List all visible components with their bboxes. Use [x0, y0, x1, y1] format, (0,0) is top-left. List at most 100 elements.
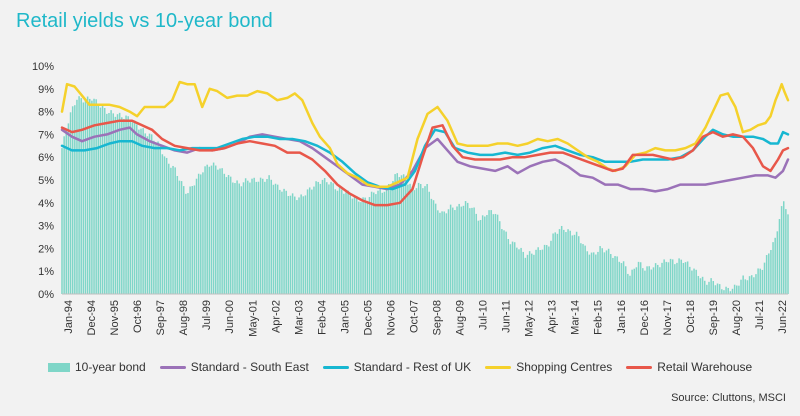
- bond-bar: [97, 105, 100, 294]
- bond-bar: [253, 177, 255, 294]
- bond-bar: [780, 206, 783, 294]
- bond-bar: [232, 182, 234, 294]
- bond-bar: [153, 140, 155, 294]
- bond-bar: [503, 230, 505, 294]
- legend-item: 10-year bond: [48, 360, 146, 374]
- bond-bar: [206, 164, 208, 294]
- bond-bar: [210, 165, 213, 294]
- bond-bar: [91, 100, 93, 295]
- bond-bar: [496, 214, 499, 294]
- bond-bar: [200, 174, 202, 294]
- bond-bar: [308, 187, 311, 294]
- bond-bar: [383, 191, 386, 294]
- bond-bar: [727, 287, 729, 294]
- bond-bar: [135, 124, 138, 294]
- bond-bar: [774, 237, 776, 294]
- bond-bar: [633, 268, 636, 294]
- x-tick-label: Aug-20: [731, 300, 743, 335]
- bond-bar: [366, 200, 369, 294]
- bond-bar: [554, 232, 557, 294]
- bond-bar: [650, 269, 653, 294]
- bond-bar: [407, 184, 409, 294]
- bond-bar: [454, 210, 456, 294]
- x-tick-label: Apr-13: [547, 300, 559, 333]
- bond-bar: [65, 130, 68, 294]
- bond-bar: [95, 99, 97, 295]
- bond-bar: [146, 136, 149, 294]
- x-tick-label: Aug-09: [455, 300, 467, 335]
- bond-bar: [259, 177, 262, 294]
- bond-bar: [513, 242, 516, 294]
- bond-bar: [738, 285, 740, 294]
- x-tick-label: Sep-97: [155, 300, 167, 335]
- bond-bar: [716, 283, 719, 294]
- bond-bar: [159, 146, 161, 294]
- bond-bar: [417, 182, 420, 294]
- bond-bar: [114, 116, 117, 295]
- bond-bar: [364, 197, 366, 294]
- bond-bar: [703, 280, 706, 294]
- bond-bar: [163, 156, 166, 294]
- bond-bar: [639, 262, 642, 294]
- bond-bar: [69, 112, 72, 295]
- bond-bar: [498, 221, 501, 294]
- x-tick-label: Aug-98: [178, 300, 190, 335]
- bond-bar: [612, 257, 614, 294]
- bond-bar: [787, 214, 789, 294]
- bond-bar: [541, 249, 544, 294]
- bond-bar: [413, 190, 416, 294]
- y-tick-label: 1%: [38, 266, 54, 278]
- bond-bar: [76, 99, 78, 295]
- bond-bar: [355, 196, 358, 294]
- bond-bar: [509, 244, 512, 294]
- bond-bar: [563, 229, 565, 294]
- bond-bar: [537, 247, 539, 294]
- y-tick-label: 6%: [38, 152, 54, 164]
- y-tick-label: 4%: [38, 198, 54, 210]
- x-tick-label: Mar-14: [570, 300, 582, 335]
- bond-bar: [272, 184, 275, 294]
- bond-bar: [394, 174, 396, 294]
- bond-bar: [571, 235, 574, 294]
- bond-bar: [101, 105, 104, 294]
- bond-bar: [548, 246, 550, 294]
- bond-bar: [678, 258, 680, 294]
- bond-bar: [373, 192, 375, 294]
- bond-bar: [543, 244, 546, 294]
- source-note: Source: Cluttons, MSCI: [671, 392, 786, 404]
- bond-bar: [437, 210, 439, 294]
- bond-bar: [270, 179, 273, 294]
- legend-item: Standard - South East: [159, 360, 309, 374]
- bond-bar: [614, 256, 616, 294]
- bond-bar: [582, 244, 584, 294]
- bond-bar: [759, 268, 761, 294]
- bond-bar: [507, 239, 510, 294]
- bond-bar: [93, 98, 95, 295]
- bond-bar: [686, 261, 689, 294]
- bond-bar: [118, 112, 121, 295]
- bond-bar: [251, 178, 253, 294]
- bond-bar: [526, 254, 529, 294]
- bond-bar: [426, 184, 428, 294]
- bond-bar: [770, 250, 772, 294]
- bond-bar: [287, 196, 290, 294]
- bond-bar: [505, 231, 507, 294]
- bond-bar: [343, 193, 345, 294]
- bond-bar: [368, 197, 371, 294]
- bond-bar: [693, 268, 695, 294]
- legend-swatch: [159, 365, 186, 369]
- bond-bar: [74, 105, 76, 295]
- bond-bar: [249, 182, 251, 294]
- y-tick-label: 3%: [38, 221, 54, 233]
- bond-bar: [268, 175, 270, 294]
- bond-bar: [533, 254, 535, 294]
- bond-bar: [449, 204, 452, 294]
- bond-bar: [466, 202, 469, 294]
- bond-bar: [772, 242, 774, 294]
- bond-bar: [524, 257, 527, 294]
- bond-bar: [631, 269, 633, 294]
- bond-bar: [161, 154, 164, 294]
- bond-bar: [234, 183, 236, 294]
- bond-bar: [671, 259, 674, 294]
- bond-bar: [360, 202, 362, 294]
